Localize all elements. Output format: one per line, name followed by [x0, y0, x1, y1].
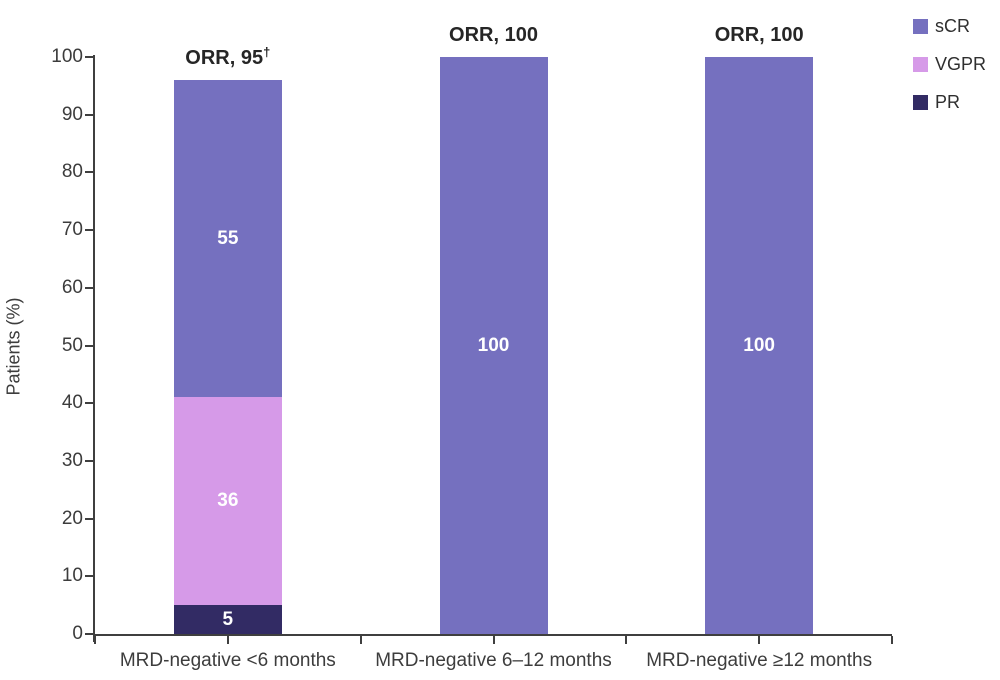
legend-swatch-icon — [913, 94, 928, 110]
x-tick — [226, 636, 229, 644]
dagger-footnote-marker: † — [263, 44, 271, 60]
orr-annotation: ORR, 95† — [185, 44, 271, 70]
category-label: MRD-negative <6 months — [119, 650, 336, 671]
legend-label: sCR — [935, 16, 970, 36]
y-tick-label: 100 — [51, 46, 83, 67]
x-tick — [359, 636, 362, 644]
y-tick — [85, 171, 93, 174]
y-tick — [85, 517, 93, 520]
y-tick — [85, 229, 93, 232]
segment-value-label: 55 — [217, 227, 239, 249]
legend-swatch-icon — [913, 18, 928, 34]
y-tick — [85, 633, 93, 635]
segment-value-label: 100 — [477, 334, 510, 356]
x-tick — [891, 636, 893, 644]
y-tick-label: 0 — [72, 623, 83, 644]
y-tick-label: 30 — [61, 449, 83, 471]
y-tick — [85, 56, 93, 58]
y-tick-label: 80 — [61, 161, 83, 183]
y-tick — [85, 113, 93, 116]
legend-swatch-icon — [913, 56, 928, 72]
legend-item-VGPR: VGPR — [913, 54, 986, 74]
y-axis-title: Patients (%) — [3, 297, 24, 396]
x-tick — [625, 636, 628, 644]
bar-segment-sCR: 100 — [439, 57, 548, 634]
y-tick — [85, 286, 93, 289]
legend: sCR VGPR PR — [913, 16, 986, 130]
y-tick-label: 70 — [61, 219, 83, 241]
legend-label: PR — [935, 92, 961, 112]
x-tick — [758, 636, 761, 644]
x-axis-line — [93, 634, 892, 636]
y-tick-label: 90 — [61, 103, 83, 125]
bar-segment-sCR: 55 — [173, 80, 282, 398]
bar-segment-PR: 5 — [173, 605, 282, 634]
legend-item-sCR: sCR — [913, 16, 986, 36]
y-tick — [85, 344, 93, 347]
y-tick-label: 50 — [61, 334, 83, 356]
bar-segment-VGPR: 36 — [173, 397, 282, 606]
y-tick-label: 10 — [61, 565, 83, 587]
orr-annotation: ORR, 100 — [449, 24, 538, 46]
y-tick — [85, 459, 93, 462]
orr-annotation: ORR, 100 — [714, 24, 804, 46]
bar-segment-sCR: 100 — [705, 57, 814, 634]
y-tick-label: 60 — [61, 276, 83, 298]
legend-label: VGPR — [935, 54, 987, 74]
y-tick — [85, 575, 93, 578]
segment-value-label: 5 — [222, 608, 234, 630]
y-tick-label: 40 — [61, 392, 83, 414]
segment-value-label: 100 — [743, 334, 775, 356]
y-axis-line — [93, 55, 95, 642]
segment-value-label: 36 — [217, 490, 239, 512]
y-tick — [85, 402, 93, 405]
x-tick — [94, 636, 96, 644]
category-label: MRD-negative ≥12 months — [646, 650, 873, 671]
y-tick-label: 20 — [61, 507, 83, 529]
x-tick — [492, 636, 495, 644]
category-label: MRD-negative 6–12 months — [375, 650, 612, 671]
legend-item-PR: PR — [913, 92, 986, 112]
